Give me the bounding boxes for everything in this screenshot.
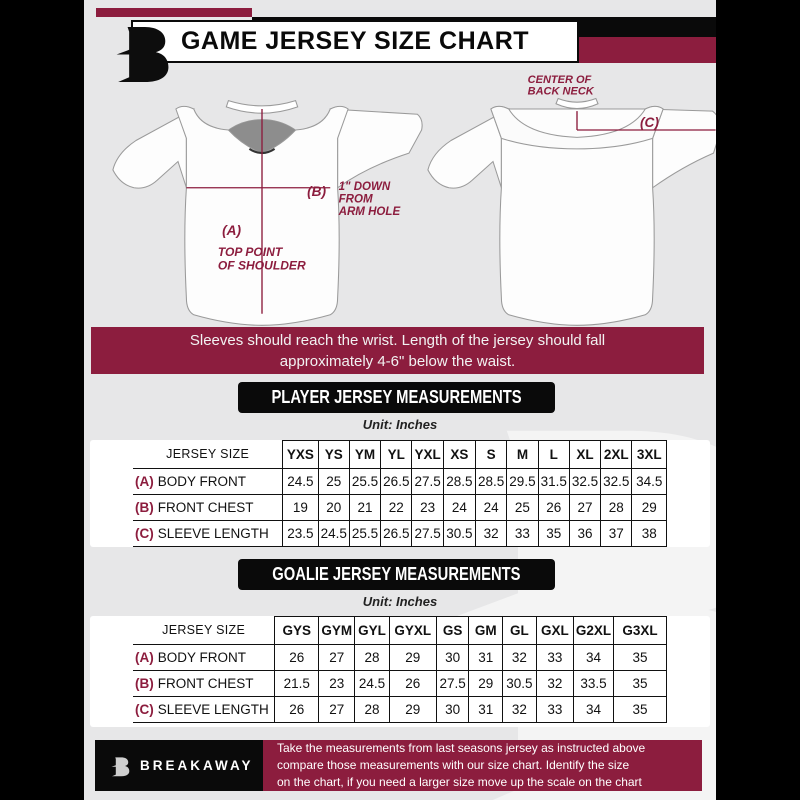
svg-text:CENTER OF: CENTER OF (528, 74, 592, 86)
svg-text:TOP POINT: TOP POINT (218, 245, 284, 259)
svg-text:(A): (A) (222, 223, 241, 238)
svg-text:(C): (C) (640, 115, 659, 130)
svg-text:FROM: FROM (339, 193, 373, 205)
svg-text:1" DOWN: 1" DOWN (339, 181, 391, 193)
svg-text:BACK NECK: BACK NECK (528, 85, 595, 97)
svg-text:OF SHOULDER: OF SHOULDER (218, 259, 306, 273)
svg-text:ARM HOLE: ARM HOLE (338, 206, 401, 218)
svg-text:(B): (B) (307, 184, 326, 199)
